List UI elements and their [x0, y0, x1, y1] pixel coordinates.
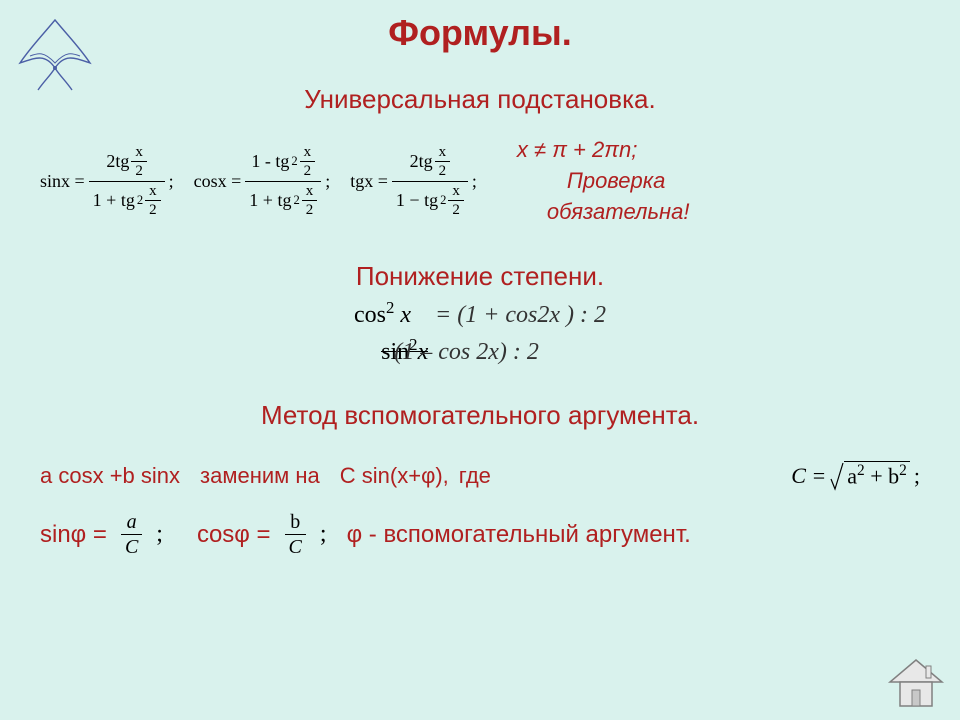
- home-icon[interactable]: [886, 656, 946, 710]
- corner-ornament-icon: [10, 8, 100, 103]
- power-cos: cos2 x = (1 + cos2x ) : 2: [0, 298, 960, 329]
- tgx-lhs: tgx =: [350, 171, 388, 192]
- power-heading: Понижение степени.: [0, 261, 960, 292]
- aux-heading: Метод вспомогательного аргумента.: [0, 400, 960, 431]
- cos-phi: cosφ =: [197, 521, 271, 549]
- condition: x ≠ π + 2πn;: [517, 135, 690, 166]
- note-line2: обязательна!: [517, 197, 690, 228]
- aux-result: C sin(x+φ),: [340, 463, 449, 489]
- formula-cosx: cosx = 1 - tg2 x2 1 + tg2 x2 ;: [194, 144, 331, 219]
- universal-note: x ≠ π + 2πn; Проверка обязательна!: [517, 135, 690, 227]
- note-line1: Проверка: [517, 166, 690, 197]
- page-title: Формулы.: [0, 0, 960, 54]
- sin-phi: sinφ =: [40, 521, 107, 549]
- formula-sinx: sinx = 2tg x2 1 + tg2 x2 ;: [40, 144, 174, 219]
- aux-phi-line: sinφ = a C ; cosφ = b C ; φ - вспомогате…: [0, 511, 960, 558]
- universal-formulas: sinx = 2tg x2 1 + tg2 x2 ; cosx = 1 - tg…: [0, 135, 960, 227]
- aux-where: где: [459, 463, 491, 489]
- formula-tgx: tgx = 2tg x2 1 − tg2 x2 ;: [350, 144, 477, 219]
- cosx-lhs: cosx =: [194, 171, 242, 192]
- power-sin: sin2x (1 – cos 2x) : 2: [0, 335, 960, 366]
- sinx-lhs: sinx =: [40, 171, 85, 192]
- aux-replace: заменим на: [200, 463, 320, 489]
- universal-heading: Универсальная подстановка.: [0, 84, 960, 115]
- phi-note: φ - вспомогательный аргумент.: [347, 521, 691, 549]
- sqrt-icon: a2 + b2: [830, 461, 910, 491]
- aux-replace-line: a cosx +b sinx заменим на C sin(x+φ), гд…: [0, 461, 960, 491]
- aux-expr: a cosx +b sinx: [40, 463, 180, 489]
